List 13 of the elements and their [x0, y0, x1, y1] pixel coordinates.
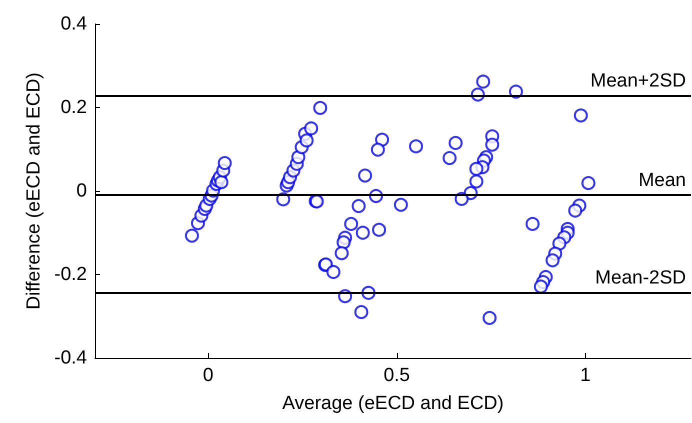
- y-tick-label: 0.4: [60, 14, 88, 34]
- ref-line-label: Mean+2SD: [590, 70, 686, 92]
- x-tick-label: 1: [580, 365, 591, 386]
- x-tick-label: 0.5: [384, 365, 410, 386]
- y-tick-label: -0.2: [54, 264, 87, 285]
- y-tick-label: 0.2: [60, 97, 87, 118]
- x-tick-label: 0: [202, 365, 214, 386]
- ref-line-label: Mean-2SD: [595, 267, 686, 288]
- y-axis-title: Difference (eECD and ECD): [23, 72, 44, 310]
- y-tick-label: -0.4: [54, 348, 88, 368]
- x-axis-title: Average (eECD and ECD): [282, 393, 504, 414]
- ref-line-label: Mean: [638, 170, 686, 191]
- y-tick-label: 0: [76, 180, 87, 202]
